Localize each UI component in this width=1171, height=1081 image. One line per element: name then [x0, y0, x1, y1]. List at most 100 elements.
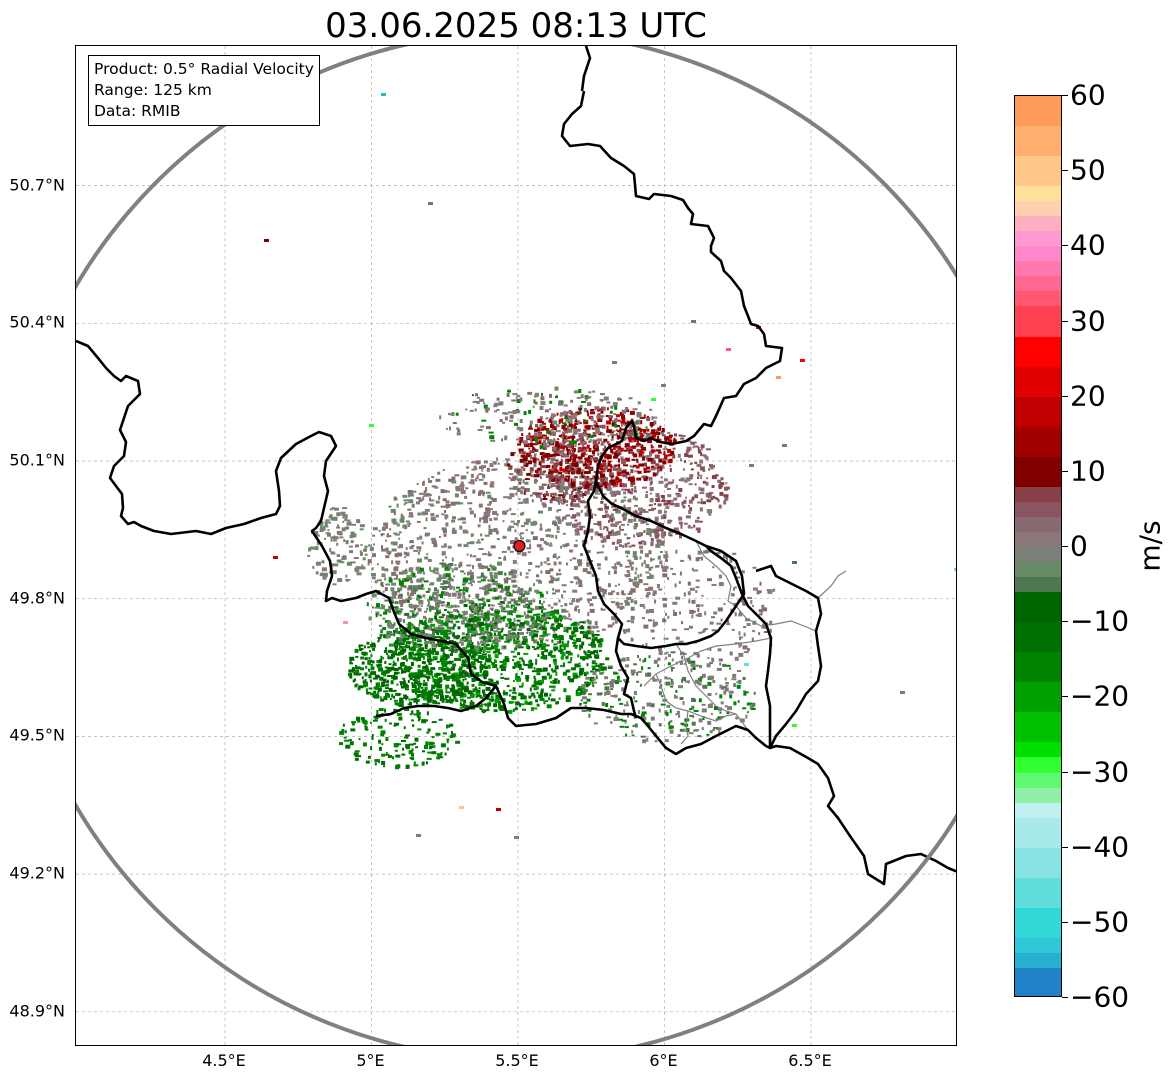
echo-pixel [425, 532, 430, 536]
echo-pixel [390, 601, 394, 604]
echo-pixel [714, 706, 718, 710]
echo-pixel [410, 698, 415, 701]
echo-pixel [618, 669, 623, 672]
echo-pixel [457, 592, 462, 597]
echo-pixel [718, 707, 723, 712]
echo-pixel [411, 490, 417, 493]
echo-pixel [706, 733, 710, 736]
echo-pixel [411, 672, 413, 676]
echo-pixel [718, 486, 722, 489]
echo-pixel [666, 677, 672, 680]
echo-pixel [417, 664, 421, 668]
echo-pixel [393, 591, 398, 596]
echo-pixel [478, 687, 481, 690]
echo-pixel [685, 496, 687, 499]
echo-pixel [415, 701, 418, 705]
echo-pixel [400, 633, 405, 638]
echo-pixel [556, 638, 561, 640]
echo-pixel [465, 589, 469, 593]
echo-pixel [440, 643, 442, 646]
echo-pixel [383, 673, 387, 677]
echo-pixel [664, 652, 667, 655]
echo-pixel [449, 723, 454, 727]
echo-pixel [411, 614, 417, 617]
echo-pixel [549, 568, 554, 572]
echo-pixel [483, 646, 488, 650]
echo-pixel [653, 503, 656, 505]
echo-pixel [540, 426, 544, 431]
echo-pixel [372, 719, 378, 722]
echo-pixel [761, 626, 767, 629]
echo-pixel [426, 761, 428, 765]
echo-pixel [413, 672, 419, 676]
echo-pixel [371, 593, 377, 598]
echo-pixel [514, 647, 518, 651]
echo-pixel [385, 647, 387, 652]
echo-pixel [386, 675, 392, 677]
echo-pixel [592, 684, 595, 688]
echo-pixel [542, 498, 548, 500]
echo-pixel [519, 533, 522, 536]
echo-pixel [572, 514, 577, 519]
echo-pixel [667, 494, 672, 498]
echo-pixel [394, 646, 398, 651]
echo-pixel [729, 558, 733, 563]
echo-pixel [482, 709, 486, 714]
echo-pixel [579, 644, 581, 648]
echo-pixel [729, 651, 733, 656]
echo-pixel [552, 658, 557, 663]
echo-pixel [686, 448, 690, 452]
echo-pixel [351, 722, 355, 726]
echo-pixel [577, 621, 580, 626]
echo-pixel [645, 470, 650, 473]
echo-pixel [454, 493, 459, 498]
echo-pixel [400, 682, 406, 685]
echo-pixel [571, 495, 576, 500]
echo-pixel [344, 526, 348, 530]
echo-pixel [373, 715, 379, 718]
echo-pixel [490, 575, 494, 579]
echo-pixel [599, 649, 602, 652]
echo-pixel [499, 605, 504, 608]
echo-pixel [624, 436, 630, 439]
echo-pixel [446, 636, 451, 640]
radar-map[interactable] [75, 45, 957, 1046]
echo-pixel [401, 740, 406, 742]
echo-pixel [700, 447, 703, 451]
echo-pixel [591, 638, 595, 643]
echo-pixel [429, 499, 435, 502]
echo-pixel [570, 482, 576, 487]
echo-pixel [686, 658, 691, 663]
echo-pixel [467, 705, 472, 708]
echo-pixel [423, 621, 428, 626]
echo-pixel [622, 468, 627, 471]
echo-pixel [388, 687, 393, 692]
echo-pixel [549, 477, 552, 481]
echo-pixel [330, 537, 333, 542]
echo-pixel [602, 493, 607, 496]
echo-pixel [523, 499, 529, 504]
echo-pixel [606, 689, 610, 692]
echo-pixel [595, 422, 598, 427]
echo-pixel [606, 455, 612, 460]
echo-pixel [427, 640, 433, 644]
echo-pixel [490, 645, 494, 649]
echo-pixel [597, 578, 600, 582]
echo-pixel [634, 486, 637, 490]
echo-pixel [569, 494, 573, 499]
echo-pixel [659, 425, 662, 428]
echo-pixel [566, 451, 569, 455]
echo-pixel [643, 455, 648, 458]
echo-pixel [586, 663, 589, 667]
echo-pixel [522, 511, 525, 515]
echo-pixel [392, 521, 398, 525]
echo-pixel [572, 488, 575, 493]
echo-pixel [407, 525, 410, 527]
echo-pixel [424, 508, 430, 512]
echo-pixel [661, 428, 665, 432]
echo-pixel [401, 646, 404, 651]
echo-pixel [330, 552, 336, 555]
echo-pixel [324, 525, 329, 528]
echo-pixel [590, 680, 593, 683]
echo-pixel [655, 529, 658, 534]
